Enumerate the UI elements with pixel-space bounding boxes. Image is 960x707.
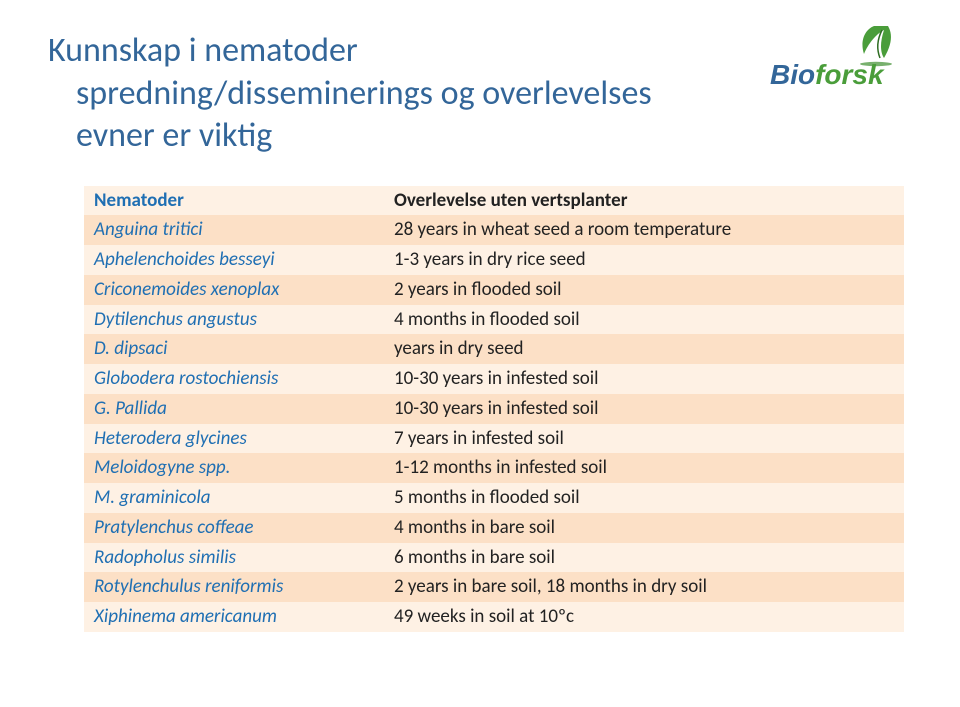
table-row: Xiphinema americanum 49 weeks in soil at…	[84, 602, 904, 632]
value-cell: 4 months in bare soil	[384, 513, 904, 543]
value-cell: 10-30 years in infested soil	[384, 364, 904, 394]
species-cell: Meloidogyne spp.	[84, 453, 384, 483]
value-cell: 5 months in flooded soil	[384, 483, 904, 513]
value-cell: 4 months in flooded soil	[384, 305, 904, 335]
species-cell: Aphelenchoides besseyi	[84, 245, 384, 275]
species-cell: Globodera rostochiensis	[84, 364, 384, 394]
table-row: M. graminicola 5 months in flooded soil	[84, 483, 904, 513]
value-cell: 7 years in infested soil	[384, 424, 904, 454]
table-header-row: Nematoder Overlevelse uten vertsplanter	[84, 186, 904, 216]
species-cell: Anguina tritici	[84, 215, 384, 245]
species-cell: D. dipsaci	[84, 334, 384, 364]
value-cell: 28 years in wheat seed a room temperatur…	[384, 215, 904, 245]
table-row: Pratylenchus coffeae 4 months in bare so…	[84, 513, 904, 543]
table-row: Aphelenchoides besseyi 1-3 years in dry …	[84, 245, 904, 275]
table-row: Criconemoides xenoplax 2 years in floode…	[84, 275, 904, 305]
table-row: Dytilenchus angustus 4 months in flooded…	[84, 305, 904, 335]
nematode-table: Nematoder Overlevelse uten vertsplanter …	[84, 186, 904, 632]
species-cell: Xiphinema americanum	[84, 602, 384, 632]
title-line-1: Kunnskap i nematoder	[48, 30, 768, 73]
table-row: Globodera rostochiensis 10-30 years in i…	[84, 364, 904, 394]
species-cell: Dytilenchus angustus	[84, 305, 384, 335]
species-cell: Heterodera glycines	[84, 424, 384, 454]
table-row: G. Pallida 10-30 years in infested soil	[84, 394, 904, 424]
value-cell: 2 years in flooded soil	[384, 275, 904, 305]
title-line-2: spredning/disseminerings og overlevelses	[48, 73, 768, 116]
value-cell: 1-3 years in dry rice seed	[384, 245, 904, 275]
table-row: Radopholus similis 6 months in bare soil	[84, 543, 904, 573]
col-header-nematoder: Nematoder	[84, 186, 384, 216]
table-row: Anguina tritici 28 years in wheat seed a…	[84, 215, 904, 245]
value-cell: 1-12 months in infested soil	[384, 453, 904, 483]
bioforsk-logo: Bioforsk	[770, 24, 920, 94]
species-cell: Pratylenchus coffeae	[84, 513, 384, 543]
value-cell: 49 weeks in soil at 10ºc	[384, 602, 904, 632]
table-row: Meloidogyne spp. 1-12 months in infested…	[84, 453, 904, 483]
table-row: D. dipsaci years in dry seed	[84, 334, 904, 364]
slide-title: Kunnskap i nematoder spredning/dissemine…	[48, 30, 768, 158]
value-cell: years in dry seed	[384, 334, 904, 364]
table-row: Rotylenchulus reniformis 2 years in bare…	[84, 572, 904, 602]
species-cell: M. graminicola	[84, 483, 384, 513]
value-cell: 10-30 years in infested soil	[384, 394, 904, 424]
title-line-3: evner er viktig	[48, 115, 768, 158]
value-cell: 2 years in bare soil, 18 months in dry s…	[384, 572, 904, 602]
species-cell: Rotylenchulus reniformis	[84, 572, 384, 602]
slide-page: Bioforsk Kunnskap i nematoder spredning/…	[0, 0, 960, 707]
species-cell: Radopholus similis	[84, 543, 384, 573]
species-cell: Criconemoides xenoplax	[84, 275, 384, 305]
svg-text:Bioforsk: Bioforsk	[770, 59, 885, 90]
value-cell: 6 months in bare soil	[384, 543, 904, 573]
table-row: Heterodera glycines 7 years in infested …	[84, 424, 904, 454]
col-header-overlevelse: Overlevelse uten vertsplanter	[384, 186, 904, 216]
species-cell: G. Pallida	[84, 394, 384, 424]
